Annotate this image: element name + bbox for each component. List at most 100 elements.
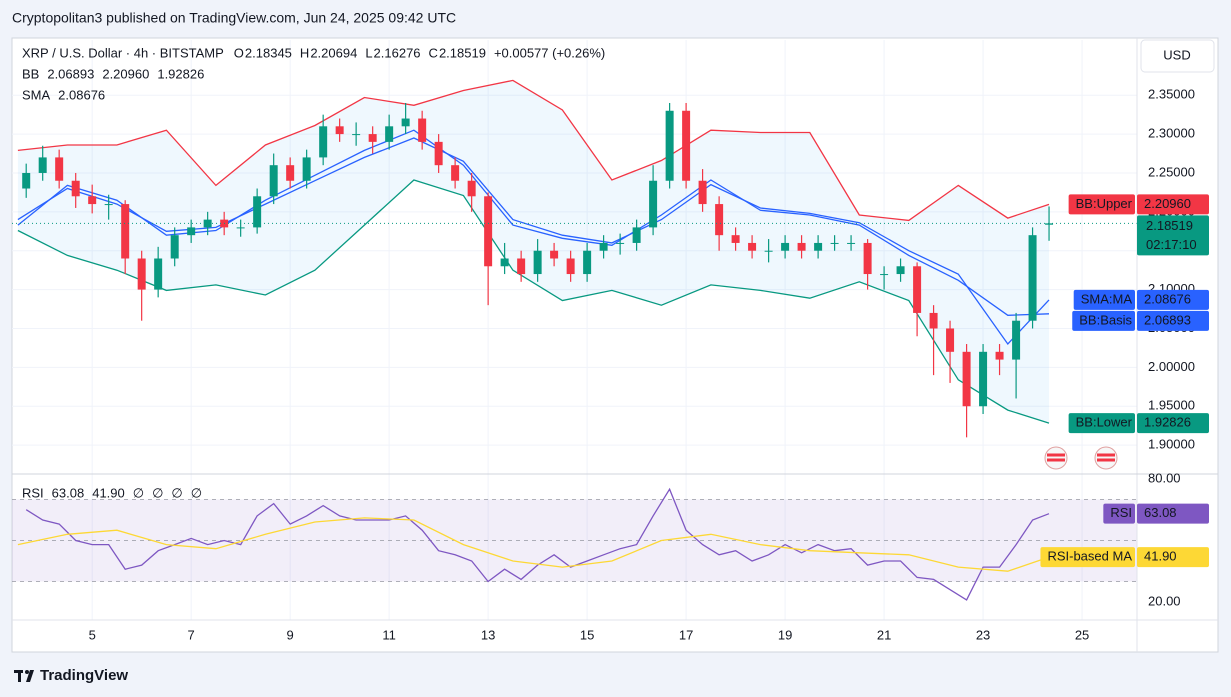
legend-title: XRP / U.S. Dollar · 4h · BITSTAMP <box>22 45 224 60</box>
x-tick-label: 9 <box>287 627 294 642</box>
candle-body <box>566 258 575 275</box>
candle-body <box>583 250 592 275</box>
candle-body <box>962 351 971 407</box>
brand-logo <box>14 670 34 682</box>
candle-body <box>451 165 460 181</box>
rsi-value: 63.08 <box>52 485 85 500</box>
axis-tag-value: 2.08676 <box>1144 291 1191 306</box>
candle-body <box>253 196 262 228</box>
publisher: Cryptopolitan3 published on TradingView.… <box>12 10 456 26</box>
candle-body <box>781 242 790 251</box>
axis-tag-value: 2.06893 <box>1144 312 1191 327</box>
candle-body <box>616 242 625 244</box>
candle-body <box>302 157 311 181</box>
candle-body <box>434 141 443 166</box>
axis-tag-box <box>1137 289 1209 310</box>
candle-body <box>946 328 955 352</box>
ohlc-value: 2.20694 <box>310 45 357 60</box>
axis-tag-name: RSI-based MA <box>1047 549 1132 564</box>
candle-body <box>1012 320 1021 360</box>
axis-tag-box <box>1068 194 1135 215</box>
ohlc-key: O <box>234 45 244 60</box>
candle-body <box>137 258 146 290</box>
indicator-value: 2.06893 <box>47 66 94 81</box>
candle-body <box>550 250 559 259</box>
last-price-box <box>1137 215 1209 256</box>
candle-body <box>979 351 988 407</box>
x-tick-label: 23 <box>976 627 990 642</box>
x-tick-label: 11 <box>382 627 396 642</box>
axis-tag-value: 1.92826 <box>1144 415 1191 430</box>
y-tick-label: 2.00000 <box>1148 359 1195 374</box>
event-icons <box>1044 446 1118 470</box>
candle-body <box>236 227 245 229</box>
brand: TradingView <box>40 667 128 684</box>
candle-body <box>500 258 509 267</box>
indicator-name: SMA <box>22 87 51 102</box>
rsi-title: RSI <box>22 485 44 500</box>
candle-body <box>418 118 427 142</box>
candle-body <box>484 196 493 267</box>
series-line <box>17 517 1050 572</box>
candle-body <box>203 219 212 228</box>
indicator-name: BB <box>22 66 39 81</box>
plot <box>12 40 1137 620</box>
y-tick-label: 2.30000 <box>1148 126 1195 141</box>
candle-body <box>467 180 476 197</box>
axis-tag-name: BB:Lower <box>1076 415 1133 430</box>
rsi-extra: ∅ <box>191 485 202 500</box>
axis-tag: 2.20960 BB:Upper <box>1068 194 1209 215</box>
currency-label[interactable]: USD <box>1163 47 1190 62</box>
candle-body <box>121 204 130 259</box>
axis-tag: 2.08676 SMA:MA <box>1073 289 1209 310</box>
candle-body <box>187 227 196 236</box>
candle-body <box>764 250 773 252</box>
ohlc-key: L <box>365 45 372 60</box>
candle-body <box>698 180 707 205</box>
candle-body <box>665 110 674 181</box>
axis-tag-box <box>1137 310 1209 331</box>
candle-body <box>929 312 938 329</box>
rsi-extra: ∅ <box>152 485 163 500</box>
indicator-value: 1.92826 <box>157 66 204 81</box>
candle-body <box>682 110 691 181</box>
candle-body <box>170 235 179 259</box>
axis-tag-box <box>1137 547 1209 568</box>
candle-body <box>797 242 806 251</box>
indicator-value: 2.20960 <box>102 66 149 81</box>
candle-body <box>748 242 757 251</box>
candle-body <box>88 196 97 205</box>
candle-body <box>269 165 278 197</box>
axis-tag-value: 41.90 <box>1144 549 1177 564</box>
currency-button[interactable] <box>1140 39 1215 73</box>
last-price-label: 2.18519 <box>1146 218 1193 233</box>
rsi-extra: ∅ <box>133 485 144 500</box>
candle-body <box>385 126 394 142</box>
x-tick-label: 7 <box>188 627 195 642</box>
candle-body <box>71 180 80 197</box>
axis-tag: 1.92826 BB:Lower <box>1068 413 1209 434</box>
candle-body <box>731 235 740 243</box>
axis-tag-name: BB:Basis <box>1079 312 1132 327</box>
axis-tag-box <box>1137 413 1209 434</box>
y-tick-label: 1.95000 <box>1148 398 1195 413</box>
candle-body <box>830 242 839 244</box>
axis-tag-box <box>1103 503 1135 524</box>
candle-body <box>913 266 922 313</box>
axis-tag-name: RSI <box>1110 505 1132 520</box>
axis-tag-box <box>1073 289 1135 310</box>
candle-body <box>880 274 889 276</box>
x-tick-label: 25 <box>1075 627 1089 642</box>
candle-body <box>517 258 526 275</box>
axis-tag: 63.08 RSI <box>1103 503 1209 524</box>
candle-body <box>649 180 658 228</box>
candle-body <box>995 351 1004 360</box>
axis-tag-box <box>1072 310 1135 331</box>
rsi-tick-label: 80.00 <box>1148 470 1181 485</box>
rsi-extra: ∅ <box>171 485 182 500</box>
x-tick-label: 15 <box>580 627 594 642</box>
candle-body <box>599 242 608 251</box>
ohlc-value: 2.18519 <box>439 45 486 60</box>
candle-body <box>104 204 113 206</box>
candle-body <box>319 126 328 158</box>
